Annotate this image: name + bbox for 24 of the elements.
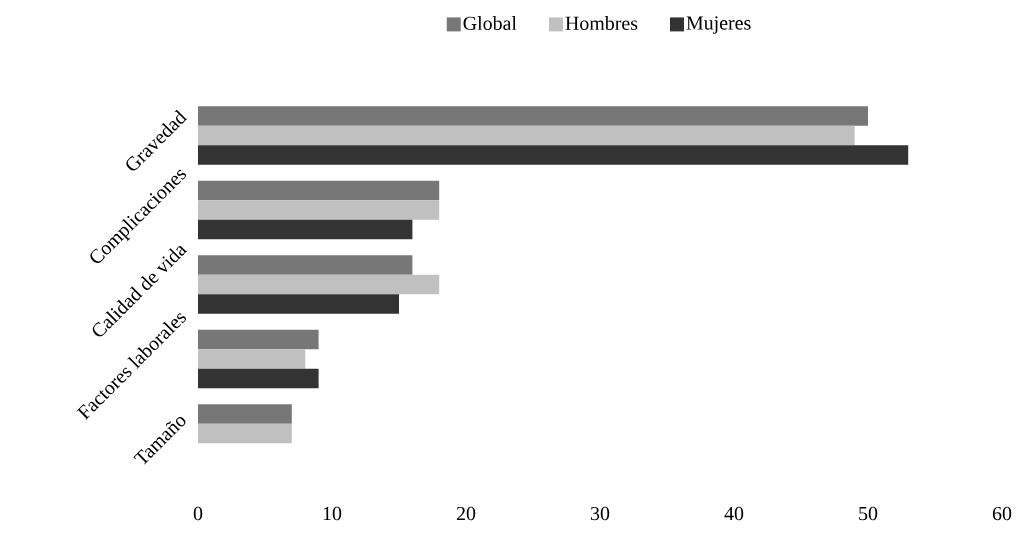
bar [198, 423, 292, 444]
bar [198, 329, 319, 350]
x-tick-label: 20 [456, 506, 476, 521]
bar [198, 404, 292, 424]
legend-label: Global [463, 15, 517, 31]
bar [198, 368, 319, 389]
bar [198, 125, 855, 146]
legend-label: Hombres [565, 15, 638, 31]
bar [198, 294, 399, 314]
bar [198, 200, 440, 220]
x-tick-label: 0 [193, 506, 203, 521]
bar [198, 219, 413, 240]
bar [198, 349, 306, 369]
bar [198, 274, 440, 295]
bar [198, 180, 440, 201]
bar [198, 255, 413, 275]
bar [198, 106, 868, 126]
x-tick-label: 40 [724, 506, 744, 521]
bar [198, 145, 909, 165]
x-tick-label: 30 [590, 506, 610, 521]
legend-label: Mujeres [686, 16, 751, 34]
x-tick-label: 60 [992, 506, 1012, 521]
x-tick-label: 10 [323, 506, 342, 521]
x-tick-label: 50 [859, 506, 878, 521]
